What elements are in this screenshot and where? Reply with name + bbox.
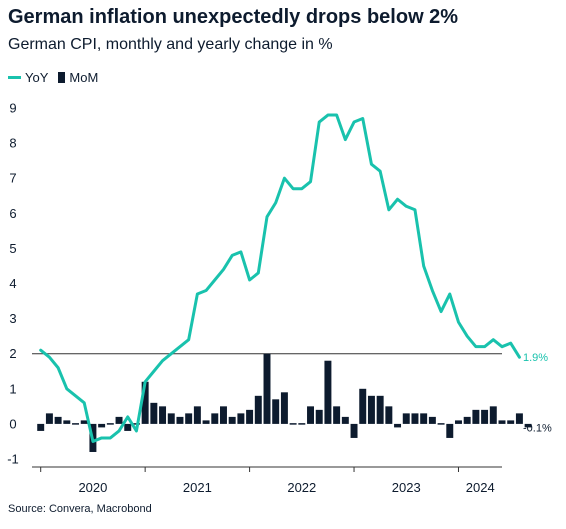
mom-bar-2021-03 xyxy=(159,406,167,424)
mom-bar-2023-10 xyxy=(428,416,436,424)
mom-bar-2024-03 xyxy=(472,409,480,424)
mom-bar-2022-10 xyxy=(324,360,332,424)
mom-bar-2020-10 xyxy=(115,416,123,424)
mom-bar-2021-12 xyxy=(237,413,245,424)
y-tick-label: 3 xyxy=(9,311,16,326)
legend-item-mom: MoM xyxy=(58,70,98,85)
mom-bar-2022-04 xyxy=(272,399,280,424)
mom-bar-2022-02 xyxy=(254,395,262,424)
x-tick-label-2023: 2023 xyxy=(392,480,421,495)
mom-bar-2020-09 xyxy=(106,423,114,425)
y-tick-label: 9 xyxy=(9,101,16,116)
mom-bar-2023-12 xyxy=(446,423,454,438)
mom-bar-2020-11 xyxy=(124,423,132,431)
mom-bar-2021-05 xyxy=(176,416,184,424)
mom-bar-2023-11 xyxy=(437,423,445,425)
mom-bar-2023-08 xyxy=(411,413,419,424)
mom-bar-2020-01 xyxy=(37,423,45,431)
mom-bar-2023-04 xyxy=(376,395,384,424)
mom-bar-2023-07 xyxy=(402,413,410,424)
chart-legend: YoY MoM xyxy=(8,70,108,85)
y-tick-label: 0 xyxy=(9,416,16,431)
mom-bar-2022-01 xyxy=(246,409,254,424)
mom-bar-2020-05 xyxy=(72,423,79,425)
mom-bar-2023-09 xyxy=(420,413,428,424)
mom-bar-2024-01 xyxy=(455,420,462,424)
mom-bar-2021-11 xyxy=(228,416,236,424)
mom-bar-2020-03 xyxy=(54,416,62,424)
mom-bar-2020-08 xyxy=(98,423,106,428)
y-tick-label: -1 xyxy=(7,452,19,467)
mom-bar-2021-04 xyxy=(167,413,175,424)
mom-bar-2021-10 xyxy=(220,406,227,424)
mom-bar-2021-09 xyxy=(211,413,219,424)
x-tick-label-2021: 2021 xyxy=(183,480,212,495)
y-tick-label: 4 xyxy=(9,276,16,291)
mom-bar-2024-02 xyxy=(463,416,471,424)
mom-bar-2022-06 xyxy=(289,423,297,425)
mom-bar-2022-07 xyxy=(298,423,306,425)
y-tick-label: 5 xyxy=(9,241,16,256)
mom-bar-2024-07 xyxy=(507,420,515,424)
legend-label-mom: MoM xyxy=(69,70,99,85)
mom-bar-2022-05 xyxy=(280,392,288,424)
y-tick-label: 2 xyxy=(9,346,16,361)
chart-subtitle: German CPI, monthly and yearly change in… xyxy=(8,36,333,53)
legend-item-yoy: YoY xyxy=(8,70,48,85)
y-tick-label: 6 xyxy=(9,206,16,221)
mom-bar-2024-08 xyxy=(515,413,523,424)
mom-bar-2021-06 xyxy=(185,413,193,424)
mom-bar-2023-01 xyxy=(350,423,358,438)
y-tick-label: 8 xyxy=(9,136,16,151)
mom-bar-2022-12 xyxy=(341,416,349,424)
y-tick-label: 7 xyxy=(9,171,16,186)
mom-bar-2022-08 xyxy=(307,406,314,424)
mom-bar-2021-08 xyxy=(202,420,210,424)
mom-bar-2024-06 xyxy=(498,420,506,424)
x-tick-label-2022: 2022 xyxy=(287,480,316,495)
mom-bar-2022-11 xyxy=(333,406,341,424)
mom-bar-2023-03 xyxy=(367,395,375,424)
mom-bar-2021-02 xyxy=(150,402,158,424)
mom-bar-2021-07 xyxy=(193,406,201,424)
mom-bar-2024-09 xyxy=(524,423,532,428)
x-tick-label-2024: 2024 xyxy=(466,480,495,495)
legend-label-yoy: YoY xyxy=(25,70,49,85)
mom-bar-2020-06 xyxy=(80,420,88,424)
mom-bar-2024-05 xyxy=(489,406,497,424)
x-tick-label-2020: 2020 xyxy=(78,480,107,495)
mom-bar-2024-04 xyxy=(481,409,489,424)
legend-swatch-mom xyxy=(58,72,66,83)
mom-bar-2022-09 xyxy=(315,409,323,424)
legend-swatch-yoy xyxy=(8,76,21,79)
mom-bar-2023-06 xyxy=(394,423,402,428)
chart-title: German inflation unexpectedly drops belo… xyxy=(8,6,459,28)
source-note: Source: Convera, Macrobond xyxy=(8,503,152,515)
end-label-mom: -0.1% xyxy=(523,422,552,434)
y-tick-label: 1 xyxy=(9,381,16,396)
mom-bar-2020-02 xyxy=(45,413,53,424)
yoy-line xyxy=(39,113,521,443)
mom-bar-2022-03 xyxy=(263,353,271,424)
mom-bar-2023-05 xyxy=(385,406,393,424)
mom-bar-2023-02 xyxy=(359,388,367,424)
mom-bar-2020-04 xyxy=(63,420,71,424)
mom-bar-2021-01 xyxy=(141,381,149,424)
end-label-yoy: 1.9% xyxy=(523,352,548,364)
